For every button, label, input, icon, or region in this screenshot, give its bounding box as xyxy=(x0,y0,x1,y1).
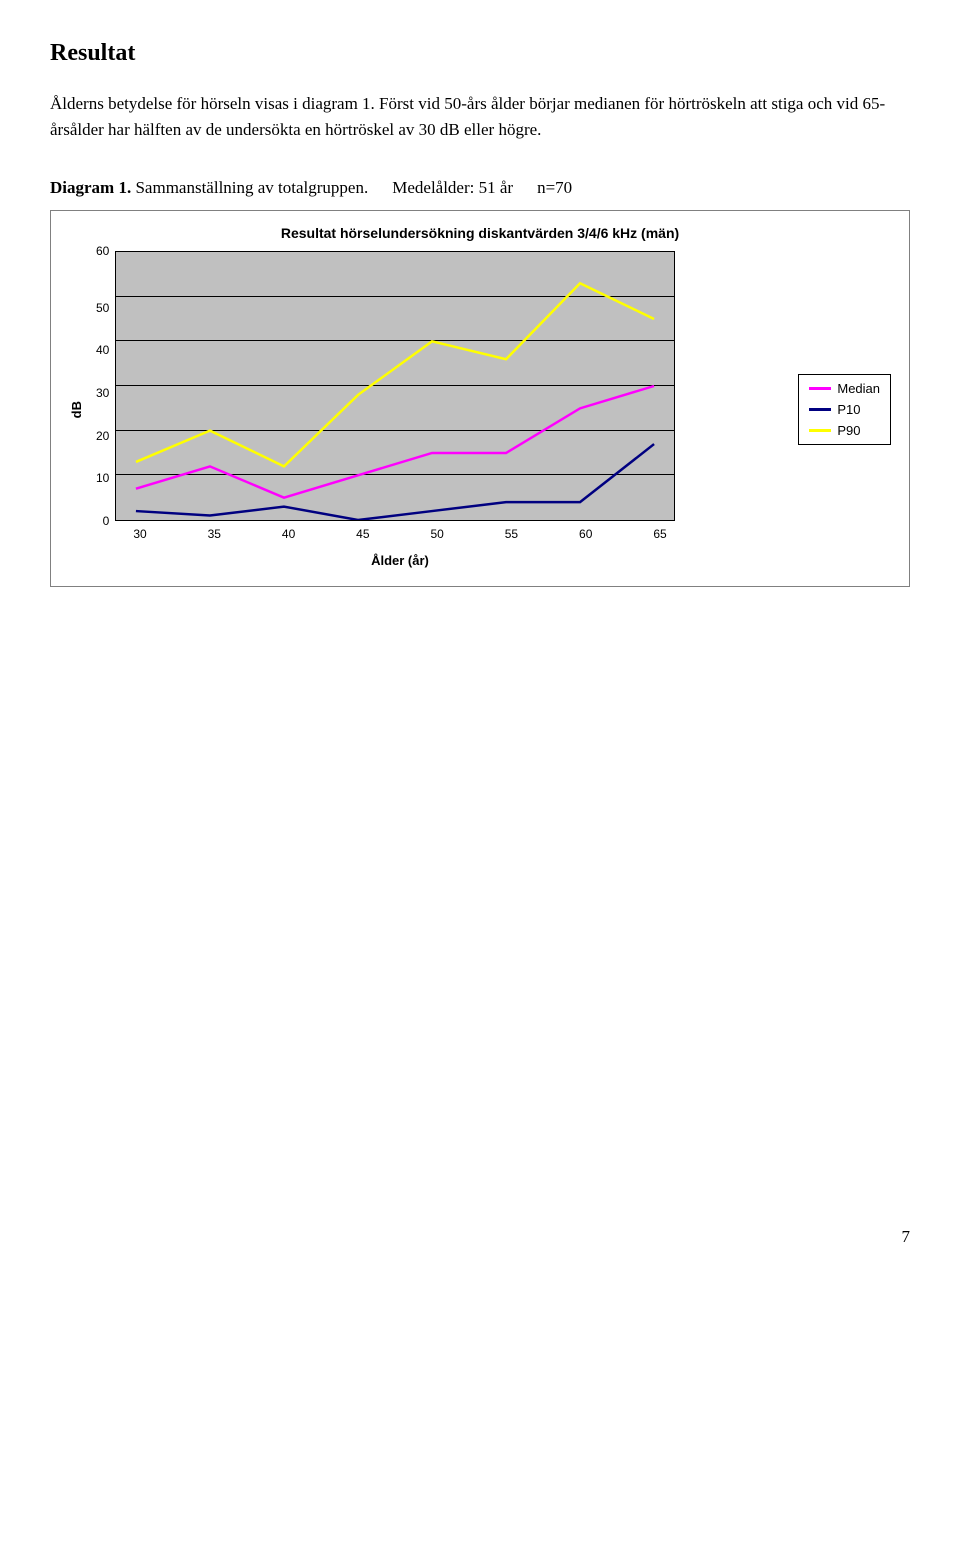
page-number: 7 xyxy=(50,1227,910,1247)
y-tick: 60 xyxy=(96,244,109,258)
chart-caption: Diagram 1. Sammanställning av totalgrupp… xyxy=(50,178,910,198)
legend-item: P10 xyxy=(809,402,880,417)
x-tick: 60 xyxy=(579,527,592,541)
legend-swatch xyxy=(809,429,831,432)
legend-label: Median xyxy=(837,381,880,396)
y-tick: 20 xyxy=(96,429,109,443)
y-tick: 10 xyxy=(96,471,109,485)
caption-sample-size: n=70 xyxy=(537,178,572,198)
legend-label: P10 xyxy=(837,402,860,417)
x-tick: 55 xyxy=(505,527,518,541)
chart-title: Resultat hörselundersökning diskantvärde… xyxy=(69,225,891,241)
series-line xyxy=(136,386,654,498)
chart-lines xyxy=(116,252,674,520)
x-tick: 40 xyxy=(282,527,295,541)
series-line xyxy=(136,444,654,520)
x-tick: 35 xyxy=(208,527,221,541)
y-tick: 50 xyxy=(96,301,109,315)
legend-label: P90 xyxy=(837,423,860,438)
y-axis-ticks: 6050403020100 xyxy=(96,251,115,521)
x-tick: 50 xyxy=(430,527,443,541)
legend-swatch xyxy=(809,387,831,390)
body-paragraph: Ålderns betydelse för hörseln visas i di… xyxy=(50,91,910,142)
y-tick: 0 xyxy=(103,514,110,528)
series-line xyxy=(136,283,654,466)
x-tick: 30 xyxy=(133,527,146,541)
legend-swatch xyxy=(809,408,831,411)
x-axis-label: Ålder (år) xyxy=(120,553,680,568)
caption-description: Sammanställning av totalgruppen. xyxy=(135,178,368,197)
y-tick: 40 xyxy=(96,343,109,357)
legend-item: P90 xyxy=(809,423,880,438)
x-tick: 45 xyxy=(356,527,369,541)
chart-container: Resultat hörselundersökning diskantvärde… xyxy=(50,210,910,587)
chart-legend: Median P10 P90 xyxy=(798,374,891,445)
caption-mean-age: Medelålder: 51 år xyxy=(392,178,513,198)
section-heading: Resultat xyxy=(50,40,910,67)
x-tick: 65 xyxy=(653,527,666,541)
y-tick: 30 xyxy=(96,386,109,400)
x-axis-ticks: 30 35 40 45 50 55 60 65 xyxy=(120,521,680,543)
caption-label: Diagram 1. xyxy=(50,178,131,197)
plot-area xyxy=(115,251,675,521)
legend-item: Median xyxy=(809,381,880,396)
y-axis-label: dB xyxy=(69,401,84,418)
